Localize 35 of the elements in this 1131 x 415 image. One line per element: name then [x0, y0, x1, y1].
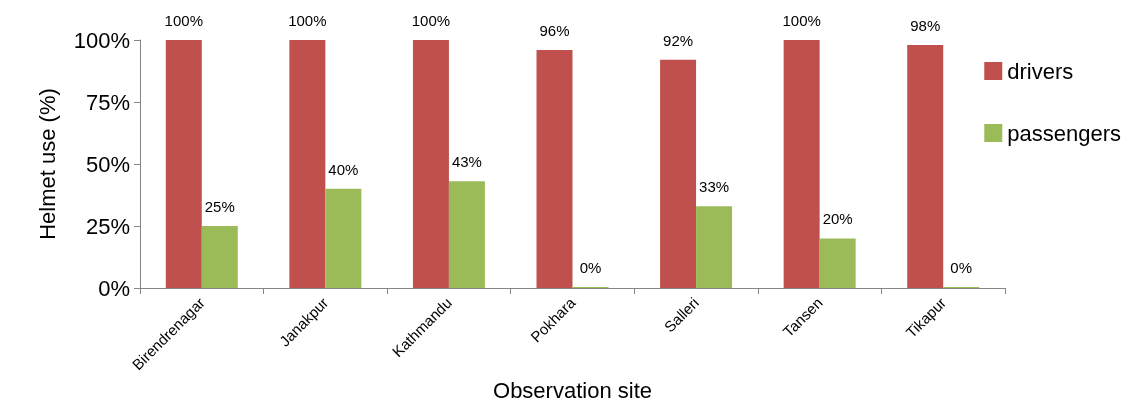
bar — [325, 188, 362, 288]
data-label: 0% — [579, 259, 602, 276]
y-tick-label: 75% — [85, 89, 130, 115]
data-label: 100% — [164, 12, 203, 29]
data-label: 40% — [328, 160, 359, 178]
data-label: 98% — [910, 16, 941, 34]
y-tick-label: 50% — [85, 151, 130, 177]
bar — [201, 226, 238, 288]
data-label: 100% — [288, 12, 327, 29]
bar — [165, 40, 202, 288]
legend-label: drivers — [1007, 58, 1074, 84]
bar — [696, 206, 733, 288]
data-label: 92% — [663, 31, 694, 49]
x-axis-title: Observation site — [493, 378, 652, 404]
bar — [660, 59, 697, 288]
data-label: 96% — [539, 21, 570, 39]
bar — [412, 40, 449, 288]
data-label: 0% — [950, 259, 973, 276]
y-tick-label: 100% — [73, 27, 130, 53]
data-label: 100% — [411, 12, 451, 29]
bar — [819, 238, 856, 288]
bar — [907, 44, 944, 288]
data-label: 43% — [451, 153, 482, 171]
bar — [289, 40, 326, 288]
data-label: 33% — [699, 178, 730, 196]
bar — [448, 181, 485, 288]
data-label: 25% — [204, 198, 235, 215]
y-tick-label: 0% — [98, 275, 130, 301]
bar — [783, 40, 820, 288]
y-axis-title: Helmet use (%) — [34, 88, 60, 240]
data-label: 20% — [822, 210, 853, 228]
data-label: 100% — [782, 12, 821, 29]
legend-label: passengers — [1007, 120, 1122, 146]
y-tick-label: 25% — [85, 213, 130, 239]
bar — [536, 49, 573, 288]
